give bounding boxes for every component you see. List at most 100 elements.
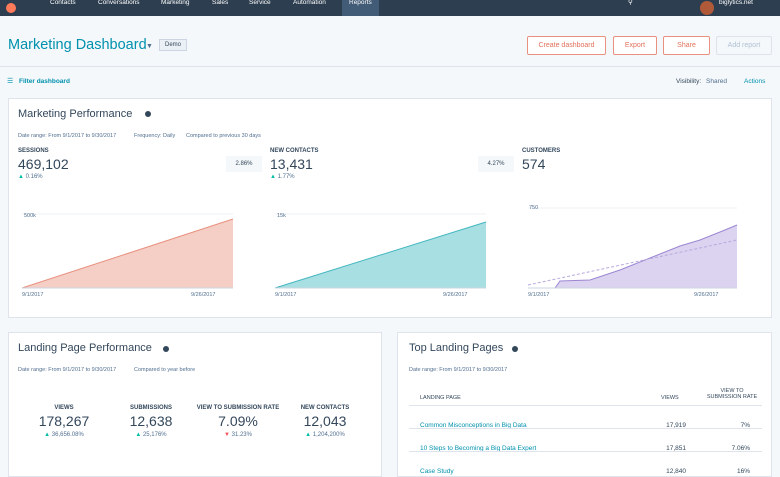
logo[interactable] [6, 3, 16, 13]
metric-value: 13,431 [270, 156, 313, 172]
page-link[interactable]: Common Misconceptions in Big Data [420, 422, 527, 429]
dropdown-caret[interactable]: ▼ [146, 43, 153, 50]
page-link[interactable]: 10 Steps to Becoming a Big Data Expert [420, 445, 537, 452]
top-nav: biglytics.net ⚲ Contacts Conversations Mar… [0, 0, 780, 16]
metric-change: ▲ 36,656.08% [19, 432, 109, 438]
views-cell: 17,851 [666, 445, 686, 452]
x-tick-label: 9/26/2017 [694, 292, 719, 298]
nav-item[interactable]: Marketing [161, 0, 190, 6]
x-tick-label: 9/1/2017 [22, 292, 44, 298]
nav-item[interactable]: Conversations [98, 0, 140, 6]
trend-line [527, 239, 738, 286]
area [528, 225, 737, 288]
add-report-button[interactable]: Add report [716, 36, 772, 55]
change-arrow: ▲ [305, 432, 313, 438]
nav-item[interactable]: Service [249, 0, 271, 6]
x-tick-label: 9/1/2017 [528, 292, 550, 298]
filter-link[interactable]: Filter dashboard [19, 78, 70, 85]
metric-label: NEW CONTACTS [300, 405, 350, 411]
metric-change-text: 31.23% [231, 432, 252, 438]
divider [0, 66, 780, 67]
metric-change: ▲ 0.16% [18, 174, 43, 180]
rate-cell: 7.06% [731, 445, 750, 452]
row-divider [409, 428, 762, 429]
metric-label: NEW CONTACTS [270, 148, 319, 154]
info-icon[interactable] [512, 346, 518, 352]
row-divider [409, 451, 762, 452]
metric-label: CUSTOMERS [522, 148, 561, 154]
metric-change: ▲ 25,176% [106, 432, 196, 438]
x-tick-label: 9/26/2017 [191, 292, 216, 298]
column-header[interactable]: LANDING PAGE [420, 395, 461, 401]
nav-item[interactable]: Contacts [50, 0, 76, 6]
y-tick-label: 500k [24, 213, 36, 219]
nav-item[interactable]: Automation [293, 0, 326, 6]
x-tick-label: 9/26/2017 [443, 292, 468, 298]
dashboard-title[interactable]: Marketing Dashboard [8, 37, 147, 53]
search-icon[interactable]: ⚲ [628, 0, 633, 6]
contacts-chart [274, 213, 487, 289]
metric-change-text: 25,176% [142, 432, 167, 438]
customers-chart [527, 207, 738, 289]
info-icon[interactable] [145, 111, 151, 117]
views-cell: 12,840 [666, 468, 686, 475]
metric-label: SESSIONS [18, 148, 49, 154]
share-button[interactable]: Share [663, 36, 710, 55]
metric-change-text: 0.16% [25, 174, 43, 180]
page-link[interactable]: Case Study [420, 468, 454, 475]
rate-cell: 7% [740, 422, 750, 429]
rate-cell: 16% [736, 468, 750, 475]
metric-label: VIEWS [54, 405, 74, 411]
change-arrow: ▼ [224, 432, 232, 438]
metric-value: 469,102 [18, 156, 69, 172]
export-button[interactable]: Export [613, 36, 657, 55]
metric-value: 12,638 [129, 413, 173, 429]
demo-tag: Demo [159, 39, 188, 51]
metric-change: ▲ 1,204,200% [280, 432, 370, 438]
mini-charts [21, 207, 738, 289]
card-title: Marketing Performance [18, 108, 133, 120]
area-line [528, 224, 738, 289]
metric-value: 178,267 [38, 413, 90, 429]
filter-icon[interactable]: ☰ [7, 78, 14, 85]
views-cell: 17,919 [666, 422, 686, 429]
date-range: Date range: From 9/1/2017 to 9/30/2017 [409, 367, 508, 373]
create-dashboard-button[interactable]: Create dashboard [527, 36, 606, 55]
info-icon[interactable] [163, 346, 169, 352]
visibility-label: Visibility: [676, 78, 702, 85]
column-header[interactable]: VIEW TO SUBMISSION RATE [706, 388, 758, 400]
account-menu[interactable]: biglytics.net [719, 0, 753, 6]
row-divider [409, 405, 762, 406]
x-tick-label: 9/1/2017 [275, 292, 297, 298]
metric-label: VIEW TO SUBMISSION RATE [196, 405, 280, 411]
sessions-chart [21, 213, 234, 289]
card-title: Landing Page Performance [18, 342, 152, 354]
metric-change: ▼ 31.23% [193, 432, 283, 438]
date-range: Date range: From 9/1/2017 to 9/30/2017 [18, 367, 117, 373]
conversion-badge: 4.27% [478, 156, 514, 172]
metric-value: 7.09% [218, 413, 258, 429]
metric-value: 12,043 [303, 413, 347, 429]
metric-label: SUBMISSIONS [129, 405, 172, 411]
metric-change-text: 1,204,200% [312, 432, 345, 438]
avatar[interactable] [700, 1, 714, 15]
comparison: Compared to previous 30 days [186, 133, 261, 139]
change-arrow: ▲ [44, 432, 52, 438]
card-title: Top Landing Pages [409, 342, 504, 354]
area-line [21, 218, 234, 289]
metric-change-text: 1.77% [277, 174, 295, 180]
y-tick-label: 15k [277, 213, 286, 219]
visibility-value[interactable]: Shared [706, 78, 727, 85]
actions-menu[interactable]: Actions [744, 78, 766, 85]
metric-value: 574 [522, 156, 546, 172]
frequency: Frequency: Daily [134, 133, 176, 139]
nav-item[interactable]: Sales [212, 0, 229, 6]
area-line [274, 221, 487, 289]
conversion-badge: 2.86% [226, 156, 262, 172]
metric-change-text: 36,656.08% [51, 432, 84, 438]
column-header[interactable]: VIEWS [661, 395, 679, 401]
comparison: Compared to year before [134, 367, 196, 373]
nav-item[interactable]: Reports [342, 0, 379, 16]
date-range: Date range: From 9/1/2017 to 9/30/2017 [18, 133, 117, 139]
